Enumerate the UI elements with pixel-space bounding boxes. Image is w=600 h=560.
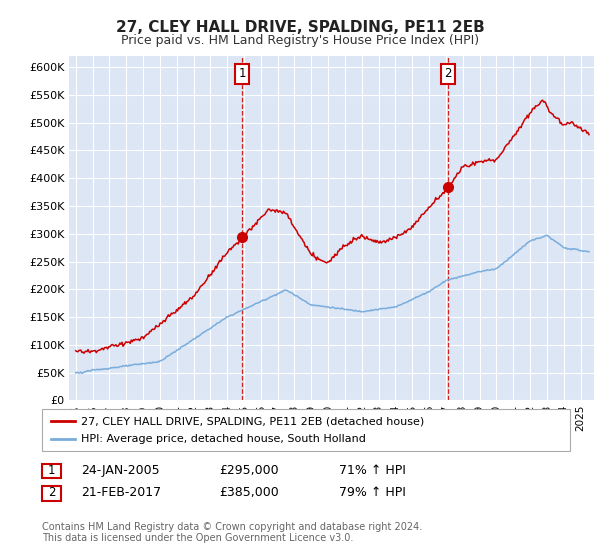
- Text: 27, CLEY HALL DRIVE, SPALDING, PE11 2EB (detached house): 27, CLEY HALL DRIVE, SPALDING, PE11 2EB …: [81, 417, 424, 426]
- Text: 2: 2: [444, 67, 451, 80]
- Text: HPI: Average price, detached house, South Holland: HPI: Average price, detached house, Sout…: [81, 434, 366, 444]
- Text: 2: 2: [48, 486, 55, 500]
- Text: 79% ↑ HPI: 79% ↑ HPI: [339, 486, 406, 500]
- Text: £385,000: £385,000: [219, 486, 279, 500]
- Text: 71% ↑ HPI: 71% ↑ HPI: [339, 464, 406, 477]
- Text: 1: 1: [239, 67, 246, 80]
- Text: 1: 1: [48, 464, 55, 477]
- Text: 24-JAN-2005: 24-JAN-2005: [81, 464, 160, 477]
- Text: £295,000: £295,000: [219, 464, 278, 477]
- Text: 27, CLEY HALL DRIVE, SPALDING, PE11 2EB: 27, CLEY HALL DRIVE, SPALDING, PE11 2EB: [116, 20, 484, 35]
- Text: Price paid vs. HM Land Registry's House Price Index (HPI): Price paid vs. HM Land Registry's House …: [121, 34, 479, 46]
- Text: This data is licensed under the Open Government Licence v3.0.: This data is licensed under the Open Gov…: [42, 533, 353, 543]
- Text: Contains HM Land Registry data © Crown copyright and database right 2024.: Contains HM Land Registry data © Crown c…: [42, 522, 422, 532]
- Text: 21-FEB-2017: 21-FEB-2017: [81, 486, 161, 500]
